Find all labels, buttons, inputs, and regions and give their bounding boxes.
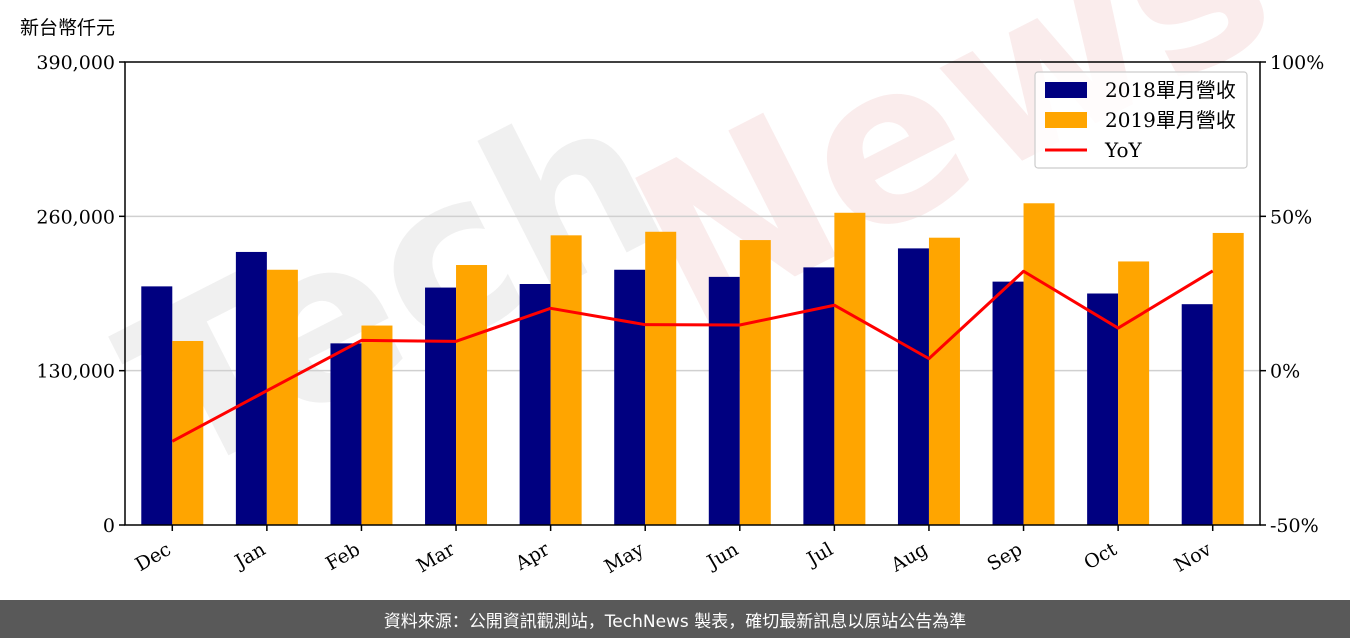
y2-tick-label: 0% <box>1270 361 1300 383</box>
bar-2019-oct <box>1118 261 1150 525</box>
x-tick-label-oct: Oct <box>1080 538 1121 574</box>
bar-2019-may <box>645 231 677 525</box>
x-tick-label-jul: Jul <box>802 538 837 571</box>
plot-frame <box>124 61 1261 526</box>
bar-2019-nov <box>1212 232 1244 525</box>
y2-tick-label: 50% <box>1270 206 1312 228</box>
bar-2019-aug <box>928 237 960 525</box>
legend-swatch-2019 <box>1045 112 1087 128</box>
bar-2019-jan <box>266 269 298 525</box>
x-tick-label-aug: Aug <box>887 538 932 577</box>
y-tick-label: 390,000 <box>36 52 115 74</box>
y-tick-label: 260,000 <box>36 206 115 228</box>
yoy-line <box>171 269 1214 443</box>
source-footer: 資料來源：公開資訊觀測站，TechNews 製表，確切最新訊息以原站公告為準 <box>0 600 1350 638</box>
x-tick-label-mar: Mar <box>413 538 459 577</box>
chart-area: Tech News 新台幣仟元 0 130,000 260,000 390,000 -5… <box>20 0 1324 578</box>
y-tick-label: 130,000 <box>36 361 115 383</box>
bar-2018-apr <box>519 284 551 525</box>
yoy-line-group <box>171 269 1214 443</box>
bar-2018-sep <box>992 281 1024 525</box>
bar-2018-may <box>614 269 646 525</box>
bar-2019-feb <box>361 325 393 525</box>
x-tick-label-feb: Feb <box>322 538 364 575</box>
x-tick-label-jan: Jan <box>230 538 270 574</box>
y2-tick-label: -50% <box>1270 515 1319 537</box>
x-tick-label-nov: Nov <box>1171 538 1216 577</box>
bar-2018-aug <box>897 248 929 525</box>
bar-2018-jun <box>708 276 740 525</box>
y2-tick-label: 100% <box>1270 52 1324 74</box>
x-tick-label-apr: Apr <box>511 538 554 575</box>
legend-label-2019: 2019單月營收 <box>1105 108 1236 132</box>
bar-2018-dec <box>141 286 173 525</box>
x-tick-label-may: May <box>601 538 648 578</box>
bar-2019-mar <box>456 265 488 525</box>
bar-2019-jun <box>739 240 771 526</box>
legend-swatch-2018 <box>1045 82 1087 98</box>
bar-2018-feb <box>330 343 362 525</box>
bar-2018-oct <box>1087 293 1119 525</box>
bar-2018-mar <box>425 287 457 525</box>
legend-box <box>1034 71 1248 169</box>
x-tick-label-sep: Sep <box>983 538 1026 575</box>
bar-2019-sep <box>1023 203 1055 525</box>
chart-svg: Tech News 新台幣仟元 0130,000260,000390,000-5… <box>20 0 1324 578</box>
x-tick-label-jun: Jun <box>702 538 743 574</box>
x-tick-label-dec: Dec <box>132 538 175 576</box>
legend-label-yoy: YoY <box>1104 138 1143 162</box>
y-axis-unit-label: 新台幣仟元 <box>20 17 115 39</box>
bar-2019-apr <box>550 235 582 526</box>
gridlines <box>125 215 1260 372</box>
legend: 2018單月營收 2019單月營收 YoY <box>1034 71 1248 169</box>
bar-2018-nov <box>1181 304 1213 525</box>
bar-2018-jan <box>235 251 267 525</box>
legend-label-2018: 2018單月營收 <box>1105 78 1236 102</box>
bar-2019-jul <box>834 212 866 525</box>
y-tick-label: 0 <box>103 515 115 537</box>
